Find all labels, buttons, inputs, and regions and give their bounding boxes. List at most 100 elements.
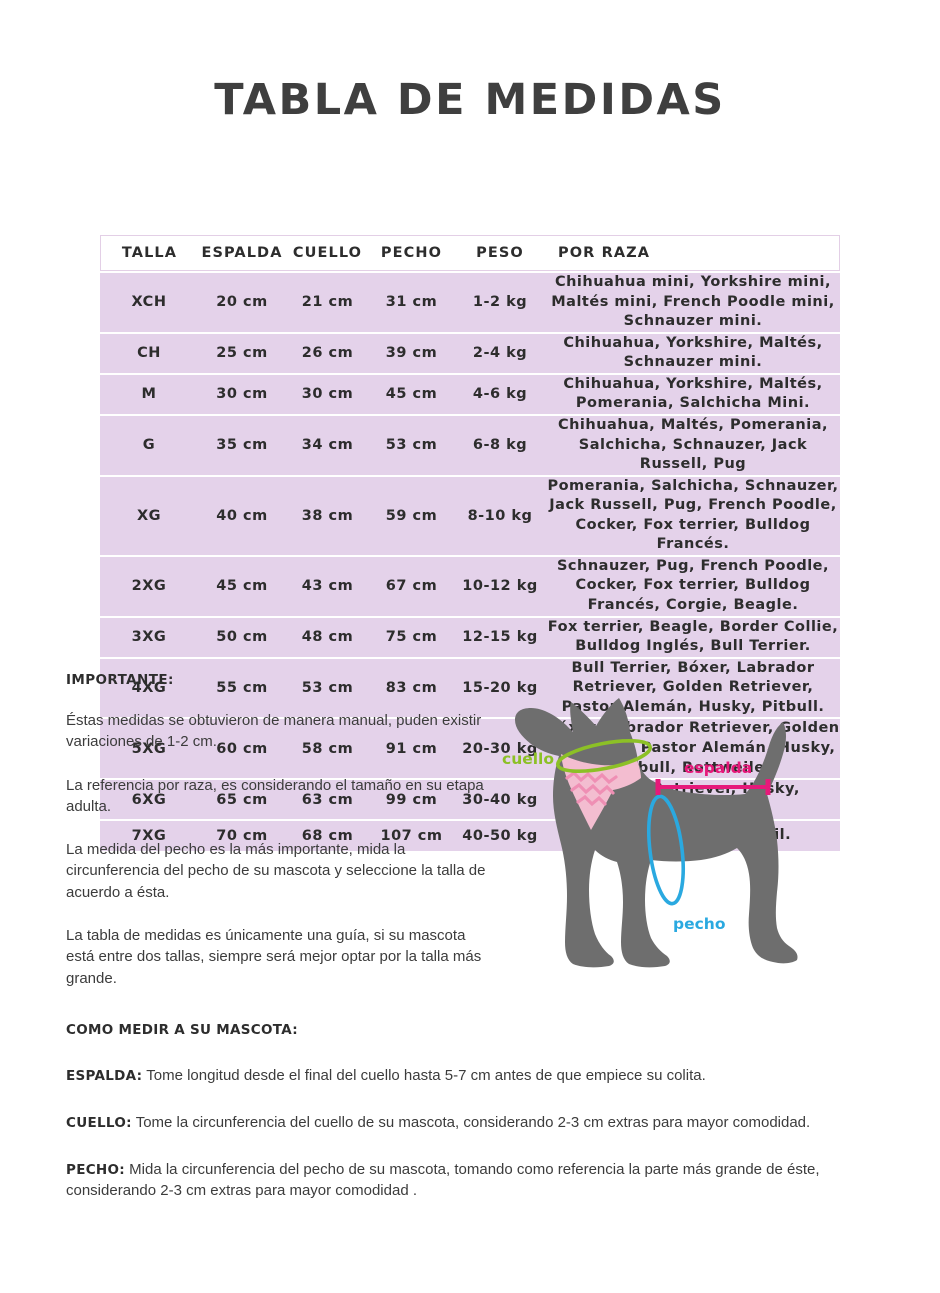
size-cell: G — [100, 415, 198, 475]
cuello-cell: 43 cm — [286, 556, 369, 616]
measure-label-cuello: CUELLO: — [66, 1114, 132, 1131]
espalda-cell: 65 cm — [198, 780, 286, 820]
cuello-cell: 26 cm — [286, 333, 369, 373]
size-cell: 3XG — [100, 617, 198, 657]
table-row: M 30 cm 30 cm 45 cm 4-6 kg Chihuahua, Yorkshi… — [100, 374, 840, 414]
pecho-cell: 91 cm — [369, 719, 454, 779]
pecho-cell: 99 cm — [369, 780, 454, 820]
how-to-measure-heading: COMO MEDIR A SU MASCOTA: — [66, 1022, 298, 1038]
measure-item-cuello: CUELLO: Tome la circunferencia del cuell… — [66, 1112, 876, 1134]
espalda-cell: 20 cm — [198, 273, 286, 332]
pecho-cell: 107 cm — [369, 821, 454, 852]
size-cell: XG — [100, 476, 198, 555]
cuello-cell: 63 cm — [286, 780, 369, 820]
cuello-cell: 53 cm — [286, 658, 369, 718]
table-header: TALLA ESPALDA CUELLO PECHO PESO POR RAZA — [100, 235, 840, 271]
table-row: 3XG 50 cm 48 cm 75 cm 12-15 kg Fox terrier, B… — [100, 617, 840, 657]
pecho-cell: 45 cm — [369, 374, 454, 414]
espalda-cell: 35 cm — [198, 415, 286, 475]
important-heading: IMPORTANTE: — [66, 672, 174, 688]
por-raza-cell: Chihuahua, Maltés, Pomerania, Salchicha,… — [546, 415, 840, 475]
measure-text-espalda: Tome longitud desde el final del cuello … — [142, 1067, 706, 1084]
peso-cell: 4-6 kg — [454, 374, 546, 414]
size-cell: CH — [100, 333, 198, 373]
cuello-cell: 21 cm — [286, 273, 369, 332]
label-espalda: espalda — [684, 759, 752, 777]
pecho-cell: 59 cm — [369, 476, 454, 555]
dog-silhouette-icon — [515, 698, 798, 968]
pecho-measure-ring — [647, 794, 685, 906]
label-cuello: cuello — [502, 750, 554, 768]
table-row: G 35 cm 34 cm 53 cm 6-8 kg Chihuahua, Maltés,… — [100, 415, 840, 475]
label-pecho: pecho — [673, 915, 725, 933]
cuello-cell: 68 cm — [286, 821, 369, 852]
peso-cell: 2-4 kg — [454, 333, 546, 373]
cuello-measure-ring — [556, 739, 652, 773]
peso-cell: 10-12 kg — [454, 556, 546, 616]
peso-cell: 15-20 kg — [454, 658, 546, 718]
size-cell: 7XG — [100, 821, 198, 852]
table-row: 2XG 45 cm 43 cm 67 cm 10-12 kg Schnauzer, Pug… — [100, 556, 840, 616]
por-raza-cell: Schnauzer, Pug, French Poodle, Cocker, F… — [546, 556, 840, 616]
por-raza-cell: Chihuahua, Yorkshire, Maltés, Pomerania,… — [546, 374, 840, 414]
espalda-cell: 45 cm — [198, 556, 286, 616]
column-header-talla: TALLA — [100, 235, 198, 271]
peso-cell: 12-15 kg — [454, 617, 546, 657]
column-header-por-raza: POR RAZA — [546, 235, 840, 271]
espalda-cell: 60 cm — [198, 719, 286, 779]
column-header-peso: PESO — [454, 235, 546, 271]
espalda-measure-line — [655, 779, 771, 795]
peso-cell: 8-10 kg — [454, 476, 546, 555]
espalda-cell: 25 cm — [198, 333, 286, 373]
size-cell: XCH — [100, 273, 198, 332]
por-raza-cell: Chihuahua, Yorkshire, Maltés, Schnauzer … — [546, 333, 840, 373]
important-paragraph-2: La referencia por raza, es considerando … — [66, 776, 484, 815]
cuello-cell: 48 cm — [286, 617, 369, 657]
size-chart-table: TALLA ESPALDA CUELLO PECHO PESO POR RAZA… — [100, 233, 840, 853]
column-header-pecho: PECHO — [369, 235, 454, 271]
important-paragraph-1: Éstas medidas se obtuvieron de manera ma… — [66, 712, 482, 751]
por-raza-cell: Fox terrier, Beagle, Border Collie, Bull… — [546, 617, 840, 657]
measure-label-pecho: PECHO: — [66, 1161, 125, 1178]
measure-item-pecho: PECHO: Mida la circunferencia del pecho … — [66, 1159, 876, 1203]
size-cell: M — [100, 374, 198, 414]
column-header-espalda: ESPALDA — [198, 235, 286, 271]
important-section: IMPORTANTE: Éstas medidas se obtuvieron … — [66, 672, 486, 1011]
table-header-row: TALLA ESPALDA CUELLO PECHO PESO POR RAZA — [100, 235, 840, 271]
dog-measurement-diagram: cuello espalda pecho — [495, 690, 850, 985]
espalda-cell: 70 cm — [198, 821, 286, 852]
measure-text-cuello: Tome la circunferencia del cuello de su … — [131, 1113, 811, 1131]
page-title: TABLA DE MEDIDAS — [214, 75, 726, 125]
how-to-measure-section: COMO MEDIR A SU MASCOTA: ESPALDA: Tome l… — [66, 1022, 876, 1227]
pecho-cell: 39 cm — [369, 333, 454, 373]
espalda-cell: 30 cm — [198, 374, 286, 414]
espalda-cell: 55 cm — [198, 658, 286, 718]
measure-item-espalda: ESPALDA: Tome longitud desde el final de… — [66, 1065, 876, 1087]
cuello-cell: 58 cm — [286, 719, 369, 779]
column-header-cuello: CUELLO — [286, 235, 369, 271]
por-raza-cell: Pomerania, Salchicha, Schnauzer, Jack Ru… — [546, 476, 840, 555]
peso-cell: 6-8 kg — [454, 415, 546, 475]
por-raza-cell: Chihuahua mini, Yorkshire mini, Maltés m… — [546, 273, 840, 332]
peso-cell: 1-2 kg — [454, 273, 546, 332]
table-row: XG 40 cm 38 cm 59 cm 8-10 kg Pomerania, Salch… — [100, 476, 840, 555]
espalda-cell: 50 cm — [198, 617, 286, 657]
espalda-cell: 40 cm — [198, 476, 286, 555]
table-row: CH 25 cm 26 cm 39 cm 2-4 kg Chihuahua, Yorksh… — [100, 333, 840, 373]
measure-label-espalda: ESPALDA: — [66, 1068, 143, 1084]
measure-text-pecho: Mida la circunferencia del pecho de su m… — [66, 1160, 820, 1200]
pecho-cell: 83 cm — [369, 658, 454, 718]
por-raza-cell: Bull Terrier, Bóxer, Labrador Retriever,… — [546, 658, 840, 718]
peso-cell: 30-40 kg — [454, 780, 546, 820]
table-row: XCH 20 cm 21 cm 31 cm 1-2 kg Chihuahua mini, … — [100, 273, 840, 332]
size-cell: 5XG — [100, 719, 198, 779]
important-paragraph-4: La tabla de medidas es únicamente una gu… — [66, 927, 482, 987]
cuello-cell: 30 cm — [286, 374, 369, 414]
pecho-cell: 31 cm — [369, 273, 454, 332]
important-paragraph-3: La medida del pecho es la más importante… — [66, 841, 486, 901]
cuello-cell: 38 cm — [286, 476, 369, 555]
size-chart-table-container: TALLA ESPALDA CUELLO PECHO PESO POR RAZA… — [100, 233, 840, 853]
size-cell: 4XG — [100, 658, 198, 718]
pecho-cell: 75 cm — [369, 617, 454, 657]
pecho-cell: 67 cm — [369, 556, 454, 616]
